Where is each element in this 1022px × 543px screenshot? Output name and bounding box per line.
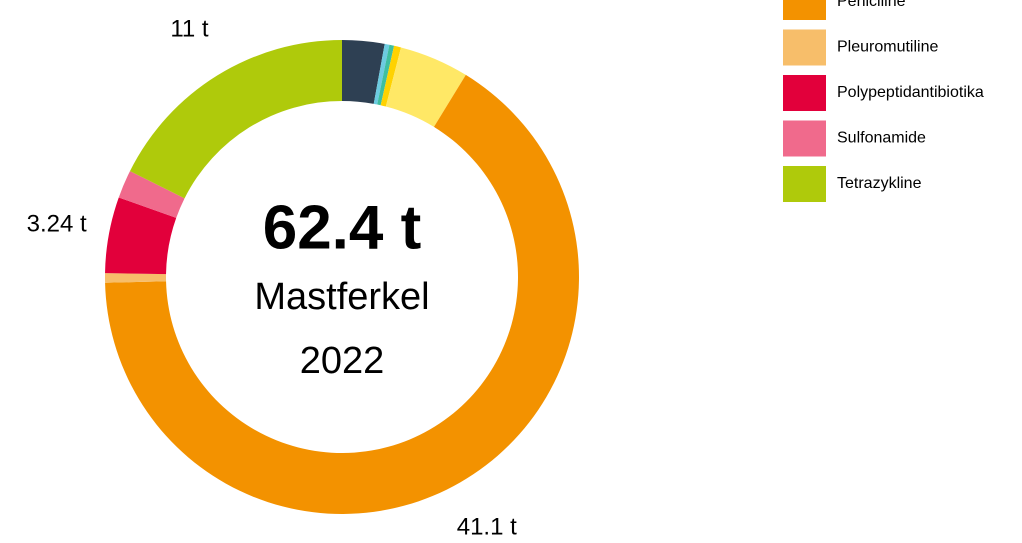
- donut-segment: [104, 273, 167, 283]
- donut-segment: [342, 40, 385, 104]
- donut-segment: [118, 171, 185, 218]
- legend-label: Polypeptidantibiotika: [837, 84, 984, 101]
- legend-swatch: [783, 75, 826, 111]
- center-total: 62.4 t: [263, 193, 422, 262]
- donut-segment: [385, 47, 466, 127]
- donut-segment: [129, 40, 342, 199]
- value-label: 41.1 t: [457, 514, 517, 541]
- legend-label: Sulfonamide: [837, 130, 926, 147]
- legend-swatch: [783, 29, 826, 66]
- donut-segment: [380, 45, 402, 107]
- donut-segment: [105, 197, 177, 275]
- legend-swatch: [783, 0, 826, 20]
- donut-segment: [373, 43, 390, 105]
- legend-swatch: [783, 166, 826, 202]
- center-subtitle: Mastferkel: [254, 276, 429, 318]
- center-year: 2022: [300, 340, 385, 382]
- donut-segment: [377, 44, 395, 106]
- legend-label: Peniciline: [837, 0, 906, 10]
- legend-label: Tetrazykline: [837, 175, 922, 192]
- legend-swatch: [783, 120, 826, 157]
- value-label: 3.24 t: [27, 211, 87, 238]
- legend-label: Pleuromutiline: [837, 39, 938, 56]
- value-label: 11 t: [170, 16, 209, 43]
